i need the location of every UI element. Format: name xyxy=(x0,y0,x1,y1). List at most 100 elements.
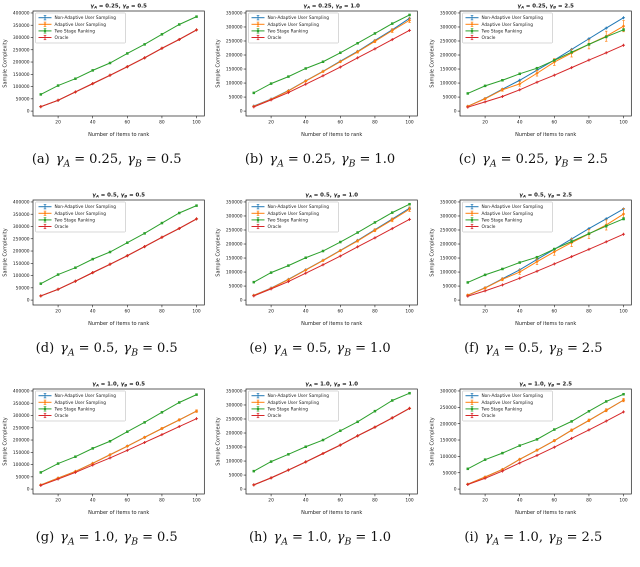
axes: 0 50000 100000 150000 200000 250000 300000 20 40… xyxy=(429,381,632,516)
gamma-b-symbol: γ xyxy=(123,530,132,545)
chart-i: 0 50000 100000 150000 200000 250000 300000 20 40… xyxy=(429,381,632,516)
series-two-stage-ranking xyxy=(252,13,412,95)
gamma-a-subscript: A xyxy=(67,536,75,548)
chart-caption-e: (e) γA = 0.5, γB = 1.0 xyxy=(213,341,426,358)
y-tick-label: 150000 xyxy=(440,438,457,444)
series-oracle xyxy=(252,217,412,298)
chart-title: γA = 1.0, γB = 2.5 xyxy=(519,381,572,387)
gamma-a-symbol: γ xyxy=(60,341,68,356)
y-tick-label: 300000 xyxy=(440,389,457,395)
gamma-b-subscript: B xyxy=(131,536,139,548)
y-tick-label: 250000 xyxy=(440,228,457,234)
equals-sign: = xyxy=(359,152,371,167)
subfigure-f: 0 50000 100000 150000 200000 250000 300000 3500… xyxy=(427,189,640,378)
legend-label: Adaptive User Sampling xyxy=(481,22,533,28)
y-axis-label: Sample Complexity xyxy=(216,228,222,276)
x-tick-label: 20 xyxy=(269,119,275,125)
legend-label: Oracle xyxy=(54,35,68,41)
y-tick-label: 100000 xyxy=(226,81,243,87)
series-adaptive-user-sampling xyxy=(252,206,412,297)
comma: , xyxy=(114,341,119,356)
y-tick-label: 0 xyxy=(240,109,243,115)
x-tick-label: 40 xyxy=(517,119,523,125)
x-axis-label: Number of items to rank xyxy=(88,321,149,327)
y-tick-label: 50000 xyxy=(442,95,456,101)
comma: , xyxy=(114,530,119,545)
chart-e: 0 50000 100000 150000 200000 250000 300000 3500… xyxy=(216,192,419,327)
y-tick-label: 200000 xyxy=(226,53,243,59)
gamma-b-subscript: B xyxy=(344,536,352,548)
y-tick-label: 100000 xyxy=(13,84,30,90)
y-tick-label: 100000 xyxy=(440,270,457,276)
y-tick-label: 150000 xyxy=(440,67,457,73)
chart-title: γA = 0.5, γB = 2.5 xyxy=(519,192,572,198)
series-oracle xyxy=(465,232,625,298)
subfigure-c: 0 50000 100000 150000 200000 250000 300000 3500… xyxy=(427,0,640,189)
legend-label: Oracle xyxy=(481,35,495,41)
chart-title: γA = 0.5, γB = 0.5 xyxy=(92,192,145,198)
axes: 0 50000 100000 150000 200000 250000 300000 3500… xyxy=(2,192,205,327)
x-axis-label: Number of items to rank xyxy=(515,321,576,327)
y-tick-label: 150000 xyxy=(226,67,243,73)
legend-label: Non-Adaptive User Sampling xyxy=(268,204,330,210)
gamma-b-symbol: γ xyxy=(336,530,345,545)
x-tick-label: 60 xyxy=(551,308,557,314)
y-tick-label: 350000 xyxy=(13,23,30,29)
chart-title: γA = 1.0, γB = 1.0 xyxy=(306,381,359,387)
gamma-a-subscript: A xyxy=(489,158,497,170)
y-tick-label: 50000 xyxy=(16,96,30,102)
series-oracle xyxy=(39,217,199,298)
equals-sign: = xyxy=(355,530,367,545)
y-tick-label: 200000 xyxy=(440,53,457,59)
gamma-b-value: 1.0 xyxy=(370,530,392,545)
chart-title: γA = 0.25, γB = 2.5 xyxy=(517,3,574,9)
chart-f: 0 50000 100000 150000 200000 250000 300000 3500… xyxy=(429,192,632,327)
gamma-b-value: 2.5 xyxy=(581,341,603,356)
legend-label: Two Stage Ranking xyxy=(53,406,95,412)
equals-sign: = xyxy=(78,530,90,545)
series-oracle xyxy=(252,28,412,109)
y-tick-label: 400000 xyxy=(13,200,30,206)
legend-label: Oracle xyxy=(54,413,68,419)
gamma-b-subscript: B xyxy=(555,536,563,548)
x-tick-label: 60 xyxy=(338,497,344,503)
series-oracle xyxy=(39,28,199,109)
y-tick-label: 350000 xyxy=(440,11,457,17)
y-tick-label: 400000 xyxy=(13,389,30,395)
chart-caption-a: (a) γA = 0.25, γB = 0.5 xyxy=(0,152,213,169)
chart-caption-h: (h) γA = 1.0, γB = 1.0 xyxy=(213,530,426,548)
caption-index: (i) xyxy=(464,530,479,545)
gamma-a-symbol: γ xyxy=(482,152,490,167)
y-tick-label: 350000 xyxy=(226,200,243,206)
gamma-a-symbol: γ xyxy=(55,152,64,167)
y-tick-label: 150000 xyxy=(226,256,243,262)
equals-sign: = xyxy=(566,341,578,356)
equals-sign: = xyxy=(355,341,366,356)
x-tick-label: 100 xyxy=(619,119,628,125)
subfigure-g: 0 50000 100000 150000 200000 250000 300000 3500… xyxy=(0,378,213,567)
gamma-a-subscript: A xyxy=(492,536,500,548)
series-adaptive-user-sampling xyxy=(252,17,412,108)
y-tick-label: 200000 xyxy=(13,249,30,255)
caption-index: (e) xyxy=(249,341,268,356)
series-two-stage-ranking xyxy=(466,28,625,95)
gamma-a-symbol: γ xyxy=(484,530,493,545)
x-tick-label: 80 xyxy=(372,119,378,125)
y-tick-label: 250000 xyxy=(13,47,30,53)
subfigure-b: 0 50000 100000 150000 200000 250000 300000 3500… xyxy=(213,0,426,189)
x-tick-label: 40 xyxy=(303,308,309,314)
x-tick-label: 60 xyxy=(338,308,344,314)
y-tick-label: 300000 xyxy=(13,224,30,230)
equals-sign: = xyxy=(503,341,515,356)
y-tick-label: 250000 xyxy=(440,39,457,45)
y-axis-label: Sample Complexity xyxy=(429,228,435,276)
series-two-stage-ranking xyxy=(252,391,412,473)
series-two-stage-ranking xyxy=(39,15,198,96)
legend-label: Non-Adaptive User Sampling xyxy=(481,15,543,21)
y-axis-label: Sample Complexity xyxy=(429,39,435,87)
comma: , xyxy=(331,152,336,167)
